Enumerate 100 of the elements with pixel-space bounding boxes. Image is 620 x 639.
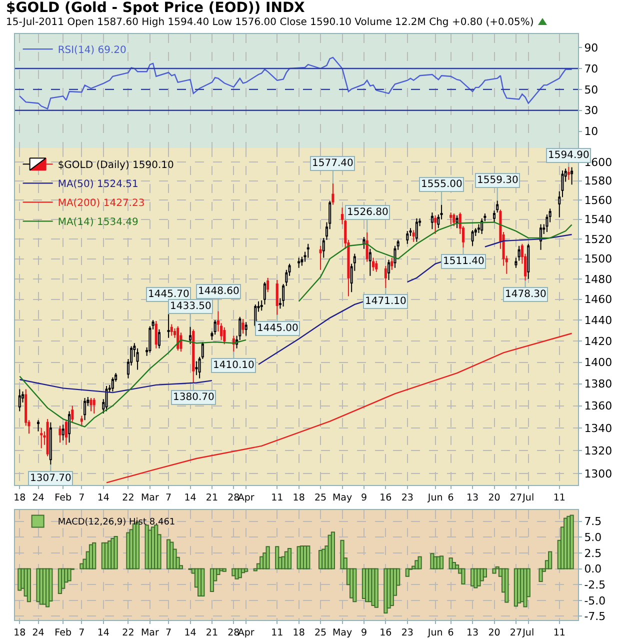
annotation: 1511.40 bbox=[443, 256, 484, 267]
x-tick-label: 20 bbox=[488, 492, 500, 504]
candlestick bbox=[154, 320, 158, 349]
x-tick-label: 6 bbox=[448, 627, 454, 638]
x-tick-label: 18 bbox=[292, 627, 305, 638]
candlestick bbox=[430, 212, 434, 230]
bar bbox=[548, 551, 552, 570]
y-tick-label: 1400 bbox=[584, 356, 612, 370]
bar bbox=[492, 568, 496, 574]
x-tick-label: 24 bbox=[32, 627, 44, 638]
x-tick-label: May bbox=[332, 627, 352, 638]
x-tick-label: 25 bbox=[314, 627, 327, 638]
annotation: 1433.50 bbox=[170, 301, 212, 312]
candlestick bbox=[58, 425, 62, 444]
x-tick-label: 13 bbox=[466, 627, 479, 638]
bar bbox=[504, 568, 509, 603]
bar bbox=[430, 553, 434, 570]
annotation: 1445.70 bbox=[148, 289, 190, 300]
candlestick bbox=[111, 376, 114, 392]
candlestick bbox=[105, 386, 108, 412]
annotation: 1559.30 bbox=[477, 175, 518, 186]
candlestick bbox=[195, 360, 198, 376]
bar bbox=[352, 568, 357, 602]
x-tick-label: 27 bbox=[510, 492, 522, 504]
candlestick bbox=[362, 236, 366, 250]
x-tick-label: 14 bbox=[97, 492, 110, 504]
annotation: 1307.70 bbox=[30, 473, 72, 484]
candlestick bbox=[570, 166, 574, 186]
x-tick-label: 16 bbox=[380, 492, 392, 504]
candlestick bbox=[434, 214, 437, 234]
x-tick-label: 24 bbox=[32, 492, 44, 504]
y-tick-label: 1380 bbox=[584, 378, 612, 391]
x-tick-label: 18 bbox=[292, 492, 305, 504]
x-tick-label: 14 bbox=[184, 627, 196, 638]
x-tick-label: Jul bbox=[522, 627, 534, 638]
candlestick bbox=[450, 212, 452, 225]
candlestick bbox=[518, 245, 520, 262]
bar bbox=[266, 546, 270, 570]
candlestick bbox=[80, 415, 83, 426]
x-tick-label: 11 bbox=[271, 492, 284, 504]
candlestick bbox=[388, 259, 390, 280]
bar bbox=[414, 560, 419, 570]
candlestick bbox=[306, 243, 310, 258]
y-tick-label: 5.0 bbox=[584, 531, 602, 544]
y-tick-label: 1420 bbox=[584, 334, 612, 348]
y-tick-label: 1480 bbox=[584, 272, 612, 286]
candlestick bbox=[176, 326, 180, 352]
bar bbox=[287, 548, 292, 570]
x-tick-label: 7 bbox=[78, 627, 85, 638]
bar bbox=[482, 568, 487, 578]
x-tick-label: Jul bbox=[522, 492, 534, 504]
candlestick bbox=[452, 212, 456, 227]
candlestick bbox=[375, 260, 378, 272]
x-tick-label: 28 bbox=[228, 627, 240, 638]
bar bbox=[476, 568, 481, 586]
line-series bbox=[19, 56, 572, 110]
candlestick bbox=[18, 388, 21, 412]
legend-label: MA(50) 1524.51 bbox=[58, 179, 138, 190]
candlestick bbox=[406, 230, 409, 244]
candlestick bbox=[62, 424, 64, 441]
x-tick-label: 11 bbox=[553, 627, 566, 638]
bar bbox=[418, 556, 422, 570]
y-tick-label: -2.5 bbox=[584, 578, 606, 592]
annotation: 1448.60 bbox=[198, 286, 240, 297]
bar bbox=[92, 542, 96, 570]
line-series bbox=[106, 332, 572, 484]
annotation: 1594.90 bbox=[548, 150, 590, 161]
x-tick-label: 7 bbox=[166, 492, 172, 504]
y-tick-label: 2.5 bbox=[584, 546, 602, 560]
candlestick bbox=[64, 420, 68, 446]
bar bbox=[330, 532, 335, 570]
candlestick bbox=[456, 214, 458, 229]
candlestick bbox=[260, 300, 263, 312]
bar bbox=[461, 568, 466, 584]
x-tick-label: Jun bbox=[426, 492, 443, 504]
y-tick-label: 1300 bbox=[584, 467, 612, 480]
y-tick-label: 1460 bbox=[584, 293, 612, 306]
x-tick-label: 28 bbox=[228, 492, 240, 504]
x-tick-label: 7 bbox=[166, 627, 172, 638]
candlestick bbox=[266, 277, 270, 293]
candlestick bbox=[40, 427, 43, 449]
bar bbox=[405, 568, 410, 577]
candlestick bbox=[158, 328, 160, 349]
candlestick bbox=[263, 281, 266, 305]
x-tick-label: 25 bbox=[314, 492, 327, 504]
y-tick-label: 90 bbox=[584, 41, 598, 54]
y-tick-label: 70 bbox=[584, 62, 598, 76]
x-tick-label: 14 bbox=[184, 492, 196, 504]
candlestick bbox=[412, 230, 415, 242]
x-tick-label: 16 bbox=[380, 627, 392, 638]
x-tick-label: 9 bbox=[360, 627, 367, 638]
x-tick-label: 18 bbox=[14, 492, 26, 504]
annotation: 1555.00 bbox=[421, 179, 462, 190]
y-tick-label: -7.5 bbox=[584, 610, 606, 624]
x-tick-label: May bbox=[332, 492, 352, 504]
bar bbox=[454, 564, 460, 570]
chart-subtitle: 15-Jul-2011 Open 1587.60 High 1594.40 Low 1576.00 Close 1590.10 Volume 12.2M Chg +0.80 (+0.05%) bbox=[6, 17, 534, 28]
candlestick bbox=[372, 257, 375, 272]
annotation: 1380.70 bbox=[173, 392, 214, 403]
x-tick-label: Apr bbox=[238, 627, 254, 638]
